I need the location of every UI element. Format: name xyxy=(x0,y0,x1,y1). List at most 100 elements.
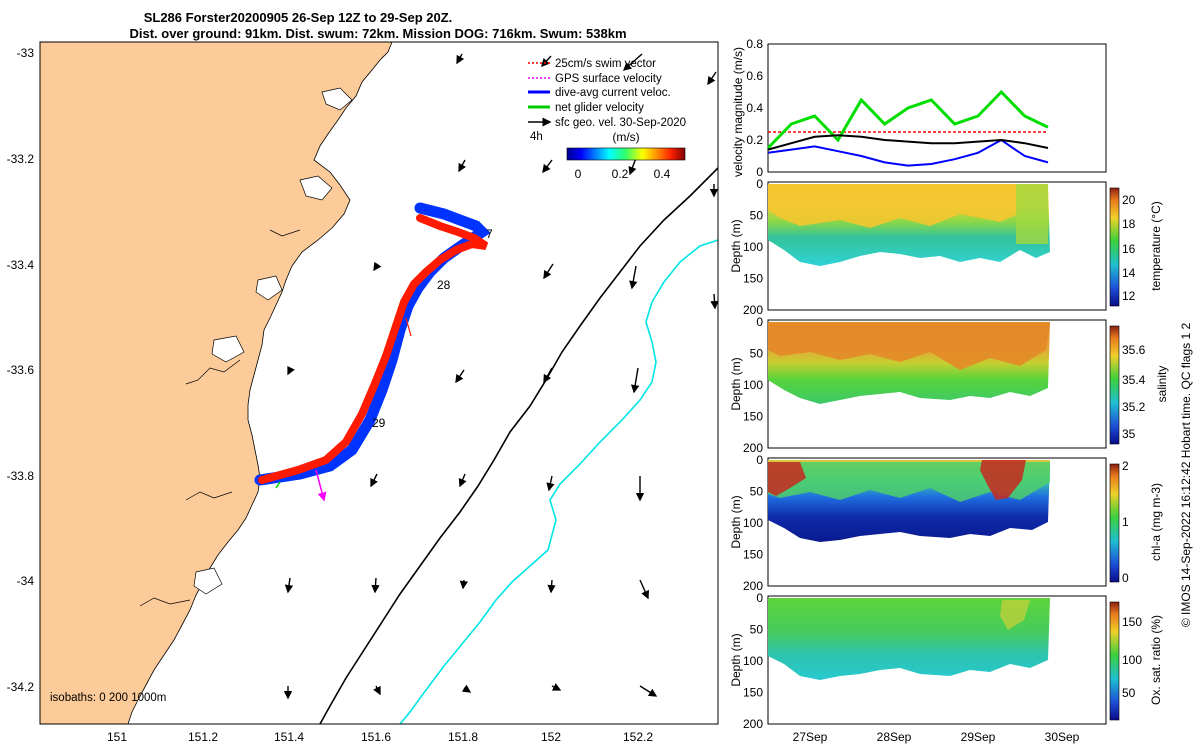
estuary-1 xyxy=(299,175,333,201)
temperature-section xyxy=(767,181,1107,311)
lat-tick: -33 xyxy=(17,46,35,60)
day-label-28: 28 xyxy=(437,278,451,292)
velocity-ytick: 0.2 xyxy=(746,133,763,147)
lon-tick: 152 xyxy=(541,730,561,744)
oxygen-section xyxy=(767,595,1107,725)
salinity-high-band xyxy=(768,324,1050,370)
footer-credit: © IMOS 14-Sep-2022 16:12:42 Hobart time.… xyxy=(1179,323,1193,628)
cbar-tick: 18 xyxy=(1122,217,1136,231)
chla-high-patch xyxy=(768,462,806,496)
velocity-ytick: 0 xyxy=(756,165,763,179)
geo-arrow xyxy=(456,53,465,65)
geo-arrow xyxy=(455,369,465,384)
river-2 xyxy=(185,491,233,501)
lat-tick: -34.2 xyxy=(7,680,35,694)
velocity-yticks: 0 0.2 0.4 0.6 0.8 xyxy=(746,37,763,179)
depth-tick: 0 xyxy=(756,177,763,191)
cbar-tick: 1 xyxy=(1122,515,1129,529)
section-ylabel: Depth (m) xyxy=(729,495,743,548)
speed-tick: 0.2 xyxy=(612,167,629,181)
lon-tick: 152.2 xyxy=(623,730,653,744)
legend-label: net glider velocity xyxy=(555,102,644,114)
geo-arrow xyxy=(543,367,553,384)
depth-tick: 150 xyxy=(743,410,763,424)
lat-tick: -33.6 xyxy=(7,363,35,377)
geo-arrow xyxy=(639,579,649,600)
geo-arrow xyxy=(628,157,637,176)
swim-vector-arrow xyxy=(405,317,412,337)
salinity-clabel: salinity xyxy=(1155,366,1169,403)
depth-tick: 200 xyxy=(743,579,763,593)
time-tick: 28Sep xyxy=(877,730,912,744)
lon-tick: 151.2 xyxy=(188,730,218,744)
river-3 xyxy=(139,597,191,607)
depth-tick: 100 xyxy=(743,654,763,668)
velocity-line-net-glider-velocity xyxy=(766,89,1049,150)
estuary-4 xyxy=(211,335,245,363)
chla-clabel: chl-a (mg m-3) xyxy=(1149,483,1163,561)
map-legend: 25cm/s swim vector GPS surface velocity … xyxy=(528,58,686,181)
title-line-2: Dist. over ground: 91km. Dist. swum: 72k… xyxy=(129,26,626,41)
depth-tick: 0 xyxy=(756,591,763,605)
cbar-tick: 35.2 xyxy=(1122,400,1146,414)
geo-arrow xyxy=(551,683,562,691)
colorbar-tick-labels: 12 14 16 18 20 35 35.2 35.4 35.6 0 1 2 5… xyxy=(1122,193,1146,700)
geo-arrow xyxy=(631,367,640,394)
geo-arrow xyxy=(458,159,467,173)
map-panel: 7 28 29 151 151.2 151.4 151.6 151.8 152 … xyxy=(7,41,719,744)
time-tick-labels: 27Sep 28Sep 29Sep 30Sep xyxy=(793,730,1080,744)
chla-surface-band xyxy=(768,462,1050,502)
speed-tick: 0 xyxy=(575,167,582,181)
velocity-line-sfc-geo-vel- xyxy=(767,134,1049,151)
geo-arrow xyxy=(371,577,380,594)
lon-tick-labels: 151 151.2 151.4 151.6 151.8 152 152.2 xyxy=(107,730,653,744)
salinity-section xyxy=(767,319,1107,449)
cbar-tick: 16 xyxy=(1122,242,1136,256)
geo-arrow xyxy=(541,55,552,68)
net-glider-track xyxy=(275,481,281,489)
geo-arrow xyxy=(546,475,555,492)
depth-tick: 0 xyxy=(756,315,763,329)
depth-tick: 200 xyxy=(743,303,763,317)
chla-section xyxy=(767,457,1107,587)
river-1 xyxy=(185,359,241,385)
cbar-tick: 35.4 xyxy=(1122,373,1146,387)
gps-surface-velocity-arrow xyxy=(315,469,327,502)
geo-arrow xyxy=(707,71,717,86)
depth-tick-labels: 0501001502000501001502000501001502000501… xyxy=(743,177,763,731)
lon-tick: 151.8 xyxy=(448,730,478,744)
cbar-tick: 12 xyxy=(1122,289,1136,303)
geo-arrow xyxy=(547,579,556,594)
section-ylabel: Depth (m) xyxy=(729,633,743,686)
day-label-29: 29 xyxy=(372,416,386,430)
depth-tick: 150 xyxy=(743,548,763,562)
lon-tick: 151.4 xyxy=(274,730,304,744)
geo-arrow xyxy=(629,265,638,290)
isobath-200 xyxy=(319,167,718,724)
geo-arrow xyxy=(458,473,467,488)
geo-arrow xyxy=(287,365,295,376)
cbar-tick: 14 xyxy=(1122,266,1136,280)
depth-tick: 150 xyxy=(743,272,763,286)
map-axes-box xyxy=(39,41,719,725)
velocity-series xyxy=(766,89,1049,167)
section-ylabel: Depth (m) xyxy=(729,219,743,272)
river-4 xyxy=(269,229,301,237)
time-tick: 29Sep xyxy=(961,730,996,744)
lat-tick: -33.4 xyxy=(7,258,35,272)
temperature-colorbar xyxy=(1109,187,1120,307)
legend-label: sfc geo. vel. 30-Sep-2020 xyxy=(555,117,686,129)
cbar-tick: 0 xyxy=(1122,571,1129,585)
temperature-clabel: temperature (°C) xyxy=(1149,201,1163,291)
velocity-panel: 0 0.2 0.4 0.6 0.8 velocity magnitude (m/… xyxy=(731,37,1107,179)
geo-arrow xyxy=(459,579,469,590)
depth-tick: 50 xyxy=(750,485,764,499)
legend-label: GPS surface velocity xyxy=(555,73,662,85)
depth-tick: 0 xyxy=(756,453,763,467)
depth-tick: 100 xyxy=(743,378,763,392)
land xyxy=(40,42,393,724)
speed-units: (m/s) xyxy=(612,130,639,144)
geo-arrow xyxy=(284,577,294,594)
time-tick: 30Sep xyxy=(1045,730,1080,744)
